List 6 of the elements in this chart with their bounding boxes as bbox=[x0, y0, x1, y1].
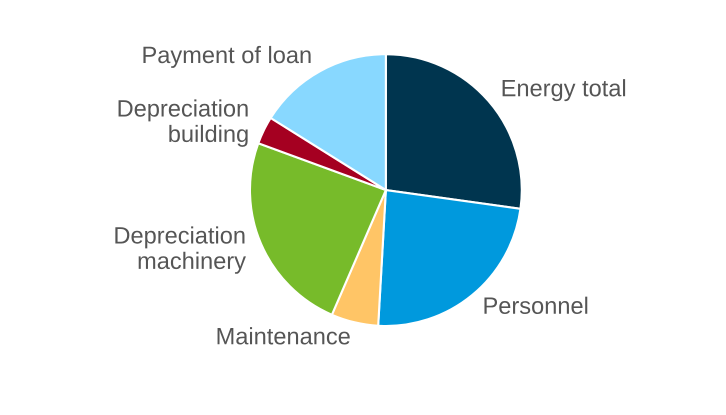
slice-label: Payment of loan bbox=[143, 46, 311, 68]
slice-label: Depreciation machinery bbox=[115, 226, 246, 274]
slice-label: Personnel bbox=[484, 296, 588, 314]
slice-label: Maintenance bbox=[218, 327, 350, 345]
slice-label: Energy total bbox=[502, 79, 626, 102]
slice-label: Depreciation building bbox=[118, 99, 248, 147]
